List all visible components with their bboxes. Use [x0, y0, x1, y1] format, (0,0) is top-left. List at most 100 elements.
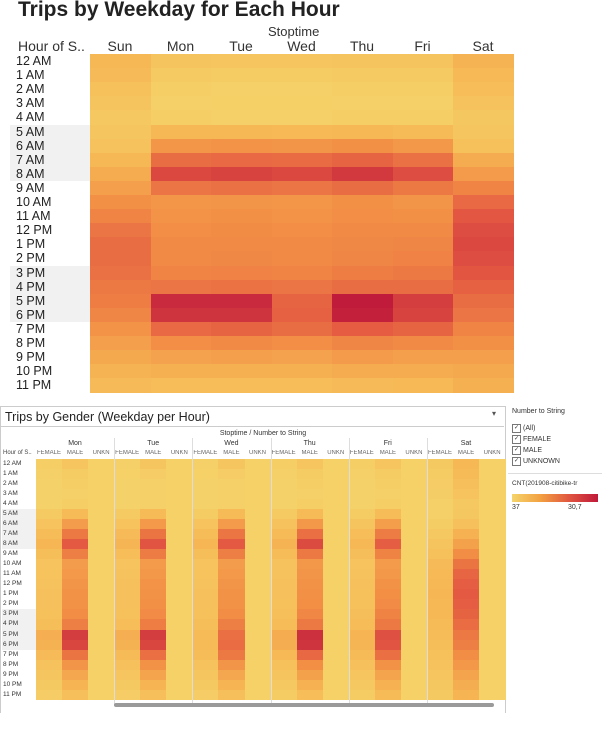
heatmap-cell	[62, 519, 89, 530]
heatmap-cell	[296, 669, 324, 681]
heatmap-cell	[296, 489, 324, 500]
checkbox-checked-icon[interactable]: ✓	[512, 435, 521, 444]
filter-item-label: FEMALE	[523, 436, 552, 443]
heatmap-cell	[374, 629, 402, 641]
heatmap-cell	[296, 689, 324, 701]
heatmap-cell	[166, 459, 193, 470]
heatmap-cell	[453, 519, 480, 530]
heatmap-cell	[166, 689, 193, 701]
heatmap-cell	[218, 459, 246, 470]
hour-label: 8 AM	[16, 166, 45, 181]
heatmap-cell	[427, 579, 454, 590]
heatmap-cell	[211, 307, 273, 323]
heatmap-cell	[88, 559, 115, 570]
heatmap-cell	[270, 599, 298, 610]
heatmap-cell	[150, 54, 212, 69]
heatmap-cell	[427, 489, 454, 500]
checkbox-checked-icon[interactable]: ✓	[512, 457, 521, 466]
filter-item[interactable]: ✓ FEMALE	[512, 435, 551, 444]
hour-label: 7 AM	[3, 530, 18, 538]
heatmap-cell	[270, 539, 298, 550]
heatmap-cell	[392, 223, 454, 238]
hour-label: 7 PM	[3, 650, 19, 658]
heatmap-cell	[90, 138, 152, 154]
heatmap-cell	[348, 519, 376, 530]
heatmap-cell	[244, 559, 272, 570]
heatmap-cell	[296, 459, 324, 470]
heatmap-cell	[218, 509, 246, 520]
heatmap-cell	[36, 549, 63, 560]
heatmap-cell	[453, 559, 480, 570]
heatmap-cell	[392, 96, 454, 111]
heatmap-cell	[479, 619, 506, 630]
heatmap-cell	[392, 350, 454, 365]
gender-header-male: MALE	[66, 450, 84, 456]
heatmap-cell	[453, 659, 480, 671]
hour-label: 9 AM	[16, 180, 45, 195]
hour-label: 12 AM	[16, 54, 52, 68]
heatmap-cell	[150, 378, 212, 393]
heatmap-cell	[36, 509, 63, 520]
heatmap-cell	[150, 293, 212, 309]
heatmap-cell	[348, 509, 376, 520]
heatmap-cell	[270, 509, 298, 520]
heatmap-cell	[140, 509, 167, 520]
heatmap-cell	[427, 469, 454, 480]
heatmap-cell	[453, 459, 480, 470]
heatmap-cell	[400, 539, 428, 550]
heatmap-cell	[374, 509, 402, 520]
heatmap-cell	[140, 639, 167, 651]
hour-label: 1 PM	[3, 590, 19, 598]
heatmap-cell	[114, 589, 141, 600]
checkbox-checked-icon[interactable]: ✓	[512, 446, 521, 455]
heatmap-cell	[271, 223, 333, 238]
filter-item[interactable]: ✓ MALE	[512, 446, 542, 455]
hour-label: 5 AM	[3, 510, 18, 518]
heatmap-cell	[88, 619, 115, 630]
heatmap-cell	[270, 559, 298, 570]
heatmap-cell	[332, 68, 394, 83]
heatmap-cell	[192, 589, 219, 600]
heatmap-cell	[36, 539, 63, 550]
heatmap-cell	[90, 265, 152, 281]
heatmap-cell	[271, 166, 333, 182]
chevron-down-icon[interactable]: ▾	[492, 409, 497, 418]
heatmap-cell	[218, 639, 246, 651]
heatmap-cell	[244, 549, 272, 560]
heatmap-cell	[192, 569, 219, 580]
heatmap-cell	[427, 459, 454, 470]
heatmap-cell	[322, 499, 350, 510]
heatmap-cell	[36, 589, 63, 600]
heatmap-cell	[400, 459, 428, 470]
heatmap-cell	[36, 679, 63, 691]
filter-item[interactable]: ✓ UNKNOWN	[512, 457, 560, 466]
heatmap-cell	[332, 350, 394, 365]
heatmap-cell	[400, 589, 428, 600]
checkbox-checked-icon[interactable]: ✓	[512, 424, 521, 433]
heatmap-cell	[322, 589, 350, 600]
gender-header-male: MALE	[379, 450, 397, 456]
heatmap-cell	[244, 659, 272, 671]
filter-item[interactable]: ✓ (All)	[512, 424, 535, 433]
heatmap-cell	[90, 195, 152, 210]
heatmap-cell	[332, 195, 394, 210]
hour-label: 12 PM	[3, 580, 22, 588]
heatmap-cell	[400, 489, 428, 500]
horizontal-scrollbar[interactable]	[114, 703, 494, 707]
heatmap-cell	[192, 599, 219, 610]
heatmap-cell	[36, 599, 63, 610]
chart-title: Trips by Weekday for Each Hour	[18, 0, 340, 21]
heatmap-cell	[218, 669, 246, 681]
heatmap-cell	[374, 689, 402, 701]
heatmap-cell	[427, 549, 454, 560]
heatmap-cell	[218, 499, 246, 510]
heatmap-cell	[453, 68, 515, 83]
heatmap-cell	[392, 378, 454, 393]
heatmap-cell	[88, 529, 115, 540]
heatmap-cell	[348, 629, 376, 641]
heatmap-cell	[453, 599, 480, 610]
heatmap-cell	[150, 336, 212, 351]
heatmap-cell	[114, 599, 141, 610]
heatmap-cell	[36, 489, 63, 500]
heatmap-cell	[374, 499, 402, 510]
